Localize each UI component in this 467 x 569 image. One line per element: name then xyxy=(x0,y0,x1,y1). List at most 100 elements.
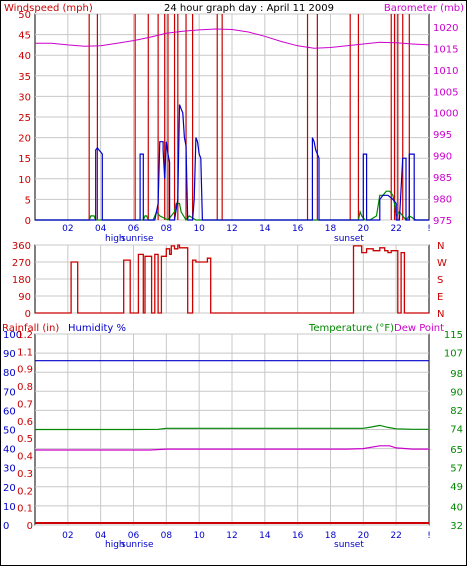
y-tick-label-temperature: 49 xyxy=(450,482,463,493)
y-tick-label-windspeed: 5 xyxy=(25,195,31,206)
y-tick-label-temperature: 57 xyxy=(450,463,463,474)
dewpoint-line xyxy=(35,445,429,451)
x-tick-label: 16 xyxy=(292,224,304,234)
temperature-line xyxy=(35,424,429,431)
y-tick-label-windspeed: 50 xyxy=(18,10,31,21)
y-tick-label-windspeed: 40 xyxy=(18,51,31,62)
wind-barometer-panel: 0510152025303540455097598098599099510001… xyxy=(18,10,458,234)
y-tick-label-direction: 270 xyxy=(12,258,31,269)
x-tick-label: 04 xyxy=(95,224,107,234)
windspeed-axis-label: Windspeed (mph) xyxy=(4,3,93,14)
y-tick-label-temperature: 115 xyxy=(444,330,463,341)
marker-sunset-top: sunset xyxy=(334,234,364,244)
x-tick-label: 10 xyxy=(193,224,205,234)
y-tick-label-windspeed: 25 xyxy=(18,113,31,124)
y-tick-label-barometer: 985 xyxy=(433,173,452,184)
x-tick-label: 12 xyxy=(226,224,237,234)
y-tick-label-direction: 0 xyxy=(25,309,31,320)
y-tick-label-rainfall: 1.2 xyxy=(17,330,33,341)
x-tick-label: 10 xyxy=(193,531,205,541)
y-tick-label-barometer: 975 xyxy=(433,216,452,227)
y-tick-label-compass: E xyxy=(437,292,443,303)
x-tick-label: 06 xyxy=(128,224,140,234)
x-tick-label: 22 xyxy=(390,224,401,234)
y-tick-label-rainfall: 1.1 xyxy=(17,347,33,358)
wind-direction-panel: 360 N 270 W 180 S 90 E 0 N xyxy=(12,241,447,320)
y-tick-label-humidity: 40 xyxy=(3,445,16,456)
x-tick-label: 04 xyxy=(95,531,107,541)
y-tick-label-rainfall: 0.9 xyxy=(17,365,33,376)
y-tick-label-temperature: 98 xyxy=(450,369,463,380)
y-tick-label-barometer: 990 xyxy=(433,152,452,163)
rainfall-axis-label: Rainfall (in) xyxy=(2,323,59,334)
y-tick-label-humidity: 90 xyxy=(3,349,16,360)
x-tick-label: 02 xyxy=(62,531,73,541)
marker-sunrise-bottom: sunrise xyxy=(121,540,154,550)
x-tick-label: 08 xyxy=(161,224,173,234)
barometer-line xyxy=(35,28,430,49)
x-tick-label: 20 xyxy=(358,531,370,541)
y-tick-label-direction: 360 xyxy=(12,241,31,252)
y-tick-label-direction: 180 xyxy=(12,275,31,286)
y-tick-label-humidity: 10 xyxy=(3,502,16,513)
dewpoint-axis-label: Dew Point xyxy=(394,323,444,334)
marker-sunset-bottom: sunset xyxy=(334,540,364,550)
y-tick-label-temperature: 32 xyxy=(450,521,463,532)
y-tick-label-rainfall: 0.1 xyxy=(17,504,33,515)
y-tick-label-barometer: 995 xyxy=(433,130,452,141)
x-tick-label: 22 xyxy=(390,531,401,541)
chart-title: 24 hour graph day : April 11 2009 xyxy=(164,3,334,14)
y-tick-label-rainfall: 0.4 xyxy=(17,452,33,463)
y-tick-label-rainfall: 0.5 xyxy=(17,434,33,445)
y-tick-label-humidity: 100 xyxy=(3,330,22,341)
y-tick-label-temperature: 65 xyxy=(450,445,463,456)
x-tick-label: 18 xyxy=(325,531,337,541)
x-tick-label: 08 xyxy=(161,531,173,541)
windspeed-line xyxy=(35,104,429,221)
y-tick-label-windspeed: 15 xyxy=(18,154,31,165)
temperature-axis-label: Temperature (°F) xyxy=(308,323,394,334)
marker-high-bottom: high xyxy=(105,540,125,550)
barometer-axis-label: Barometer (mb) xyxy=(384,3,464,14)
y-tick-label-temperature: 90 xyxy=(450,388,463,399)
y-tick-label-windspeed: 35 xyxy=(18,72,31,83)
y-tick-label-humidity: 70 xyxy=(3,387,16,398)
marker-high-top: high xyxy=(105,234,125,244)
x-tick-label: 20 xyxy=(358,224,370,234)
y-tick-label-humidity: 20 xyxy=(3,483,16,494)
y-tick-label-temperature: 107 xyxy=(444,348,463,359)
marker-sunrise-top: sunrise xyxy=(121,234,154,244)
x-tick-label: 06 xyxy=(128,531,140,541)
y-tick-label-rainfall: 0.8 xyxy=(17,382,33,393)
y-tick-label-barometer: 1005 xyxy=(433,87,458,98)
y-tick-label-compass: W xyxy=(437,258,447,269)
y-tick-label-temperature: 82 xyxy=(450,406,463,417)
y-tick-label-direction: 90 xyxy=(18,292,31,303)
y-tick-label-rainfall: 0.2 xyxy=(17,486,33,497)
y-tick-label-compass: N xyxy=(437,241,444,252)
y-tick-label-rainfall: 0.7 xyxy=(17,399,33,410)
x-tick-label: ! xyxy=(427,224,431,234)
humidity-axis-label: Humidity % xyxy=(68,323,126,334)
y-tick-label-barometer: 1010 xyxy=(433,66,458,77)
x-tick-label: 16 xyxy=(292,531,304,541)
y-tick-label-windspeed: 10 xyxy=(18,175,31,186)
y-tick-label-windspeed: 0 xyxy=(25,216,31,227)
y-tick-label-humidity: 50 xyxy=(3,426,16,437)
x-tick-label: 18 xyxy=(325,224,337,234)
x-tick-label: 02 xyxy=(62,224,73,234)
humidity-temperature-panel: 0 10 20 30 40 50 60 70 80 90 100 0 0.1 0.2 0.3 0.4 0.5 0.… xyxy=(3,330,463,541)
y-tick-label-barometer: 980 xyxy=(433,195,452,206)
x-tick-label: 14 xyxy=(259,531,271,541)
y-tick-label-barometer: 1000 xyxy=(433,109,458,120)
y-tick-label-humidity: 30 xyxy=(3,464,16,475)
y-tick-label-rainfall: 0.3 xyxy=(17,469,33,480)
x-tick-label: ! xyxy=(427,531,431,541)
y-tick-label-rainfall: 0 xyxy=(27,521,33,532)
y-tick-label-temperature: 40 xyxy=(450,503,463,514)
y-tick-label-rainfall: 0.6 xyxy=(17,417,33,428)
y-tick-label-humidity: 80 xyxy=(3,368,16,379)
wind-direction-line xyxy=(35,244,429,314)
